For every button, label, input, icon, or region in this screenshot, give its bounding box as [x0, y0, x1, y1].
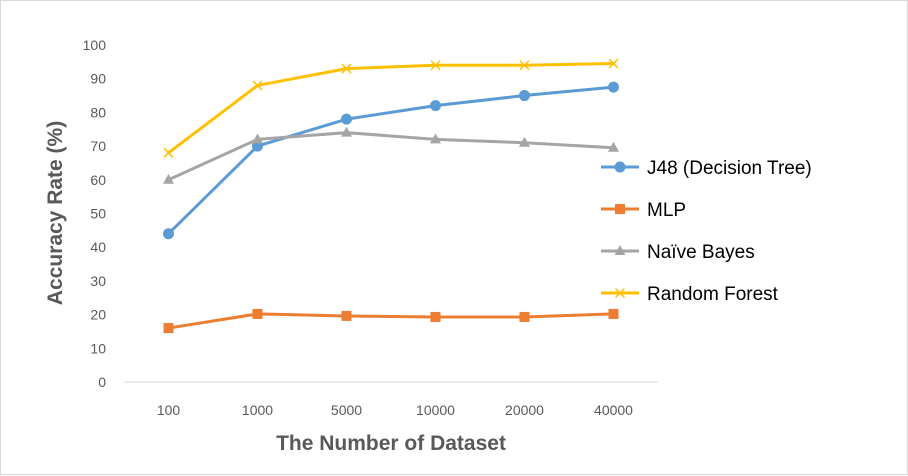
series-line-random-forest: [167, 62, 615, 155]
data-point-na-ve-bayes: [608, 141, 619, 152]
data-point-mlp: [341, 310, 352, 321]
y-tick-label: 50: [90, 206, 106, 222]
data-point-mlp: [608, 308, 619, 319]
data-point-j48-decision-tree: [163, 228, 174, 240]
y-tick-label: 30: [90, 273, 106, 289]
legend-item-na-ve-bayes: Naïve Bayes: [601, 242, 755, 263]
x-tick-label: 10000: [416, 402, 455, 418]
y-tick-label: 60: [90, 172, 106, 188]
y-tick-label: 70: [90, 138, 106, 154]
y-tick-label: 0: [98, 374, 106, 390]
data-point-na-ve-bayes: [252, 133, 263, 144]
x-axis-title: The Number of Dataset: [276, 432, 506, 455]
data-point-mlp: [519, 311, 530, 322]
data-point-random-forest: [519, 60, 530, 71]
data-point-na-ve-bayes: [341, 126, 352, 137]
data-point-random-forest: [341, 63, 352, 74]
data-point-mlp: [163, 323, 174, 334]
data-point-mlp: [252, 308, 263, 319]
series-mlp: [163, 308, 619, 334]
y-tick-label: 10: [90, 340, 106, 356]
x-tick-label: 5000: [331, 402, 362, 418]
data-point-random-forest: [430, 60, 441, 71]
legend: J48 (Decision Tree) MLP Naïve Bayes Random …: [601, 158, 812, 305]
x-axis-ticks: 100 1000 5000 10000 20000 40000: [157, 402, 633, 418]
series-line-mlp: [167, 312, 615, 330]
series-line-na-ve-bayes: [167, 131, 615, 182]
y-tick-label: 40: [90, 239, 106, 255]
y-axis-title: Accuracy Rate (%): [44, 121, 67, 305]
data-point-na-ve-bayes: [163, 173, 174, 184]
legend-marker: [614, 287, 626, 299]
legend-marker: [615, 204, 625, 214]
x-tick-label: 20000: [505, 402, 544, 418]
y-tick-label: 90: [90, 71, 106, 87]
data-point-random-forest: [163, 147, 174, 158]
data-point-j48-decision-tree: [430, 100, 441, 112]
legend-item-mlp: MLP: [601, 200, 686, 221]
legend-marker: [614, 161, 626, 173]
data-point-j48-decision-tree: [519, 90, 530, 102]
data-point-random-forest: [608, 58, 619, 69]
series-layer: [163, 58, 619, 334]
data-point-mlp: [430, 311, 441, 322]
x-tick-label: 40000: [594, 402, 633, 418]
data-point-j48-decision-tree: [608, 81, 619, 93]
legend-item-random-forest: Random Forest: [601, 284, 779, 305]
legend-label: J48 (Decision Tree): [647, 158, 812, 179]
data-point-random-forest: [252, 80, 263, 91]
legend-label: Naïve Bayes: [647, 242, 755, 263]
legend-label: Random Forest: [647, 284, 779, 305]
y-tick-label: 20: [90, 307, 106, 323]
legend-label: MLP: [647, 200, 686, 221]
data-point-na-ve-bayes: [430, 133, 441, 144]
series-random-forest: [163, 58, 619, 158]
x-tick-label: 1000: [242, 402, 273, 418]
y-tick-label: 100: [83, 37, 107, 53]
y-tick-label: 80: [90, 104, 106, 120]
y-axis-ticks: 0 10 20 30 40 50 60 70 80 90 100: [83, 37, 107, 390]
series-na-ve-bayes: [163, 126, 619, 184]
x-tick-label: 100: [157, 402, 181, 418]
data-point-j48-decision-tree: [341, 113, 352, 125]
series-line-j48-decision-tree: [167, 85, 615, 236]
legend-item-j48-decision-tree: J48 (Decision Tree): [601, 158, 812, 179]
legend-marker: [614, 245, 626, 255]
data-point-na-ve-bayes: [519, 136, 530, 147]
